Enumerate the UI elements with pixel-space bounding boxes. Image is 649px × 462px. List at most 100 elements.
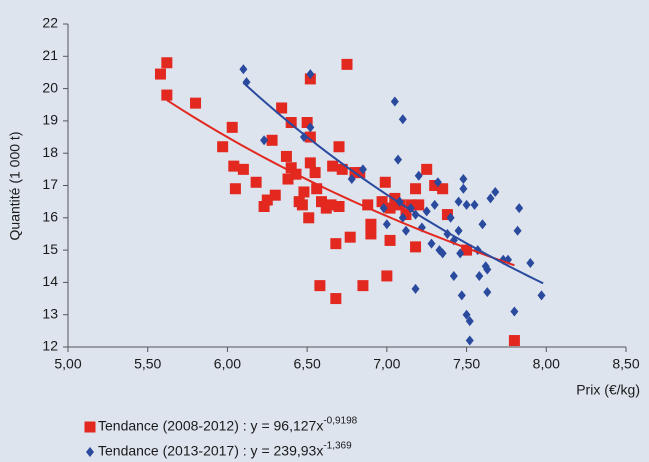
point [483, 264, 492, 275]
point [362, 199, 374, 211]
legend-superscript: -1,369 [323, 441, 352, 452]
point [475, 270, 484, 281]
point [449, 270, 458, 281]
point [258, 200, 270, 212]
x-axis-title: Prix (€/kg) [576, 382, 640, 398]
point [336, 163, 348, 175]
point [515, 203, 524, 214]
point [266, 134, 278, 146]
point [384, 202, 396, 214]
point [410, 241, 422, 253]
legend-label: Tendance (2013-2017) : y = 239,93x [98, 443, 323, 459]
point [470, 199, 479, 210]
point [465, 335, 474, 346]
point [379, 176, 391, 188]
point [486, 193, 495, 204]
point [341, 58, 353, 70]
y-tick-label: 22 [42, 15, 58, 31]
point [379, 203, 388, 214]
point [298, 186, 310, 198]
point [261, 194, 273, 206]
point [344, 231, 356, 243]
point [414, 170, 423, 181]
point [446, 212, 455, 223]
point [465, 316, 474, 327]
point [299, 132, 308, 143]
point [411, 283, 420, 294]
point [330, 293, 342, 305]
point [217, 141, 229, 153]
point [537, 290, 546, 301]
y-tick-label: 18 [42, 144, 58, 160]
point [483, 287, 492, 298]
point [365, 228, 377, 240]
point [461, 244, 473, 256]
point [314, 280, 326, 292]
trend-line [242, 81, 544, 285]
trend-line [166, 99, 515, 267]
point [390, 96, 399, 107]
point [462, 309, 471, 320]
point [280, 150, 292, 162]
point [304, 131, 316, 143]
y-axis-title: Quantité (1 000 t) [7, 132, 23, 241]
point [358, 164, 367, 175]
point [441, 209, 453, 221]
point [333, 141, 345, 153]
x-tick-label: 6,50 [294, 356, 321, 372]
point [285, 117, 297, 129]
point [454, 225, 463, 236]
x-tick-label: 5,50 [134, 356, 161, 372]
point [457, 290, 466, 301]
point [315, 196, 327, 208]
point [410, 183, 422, 195]
legend-marker [84, 421, 96, 433]
point [161, 89, 173, 101]
point [333, 200, 345, 212]
point [229, 183, 241, 195]
y-tick-label: 13 [42, 305, 58, 321]
x-tick-label: 7,50 [453, 356, 480, 372]
legend-marker [86, 447, 94, 457]
point [237, 163, 249, 175]
point [239, 64, 248, 75]
y-tick-label: 15 [42, 241, 58, 257]
point [228, 160, 240, 172]
point [478, 219, 487, 230]
point [438, 248, 447, 259]
point [282, 173, 294, 185]
point [276, 102, 288, 114]
y-tick-label: 16 [42, 209, 58, 225]
point [309, 167, 321, 179]
point [365, 218, 377, 230]
point [413, 199, 425, 211]
y-tick-label: 21 [42, 47, 58, 63]
point [311, 183, 323, 195]
point [398, 114, 407, 125]
point [357, 280, 369, 292]
point [226, 121, 238, 133]
point [306, 122, 315, 133]
y-tick-label: 19 [42, 112, 58, 128]
y-tick-label: 14 [42, 273, 58, 289]
point [376, 196, 388, 208]
point [394, 154, 403, 165]
point [384, 234, 396, 246]
point [296, 199, 308, 211]
point [491, 186, 500, 197]
point [260, 135, 269, 146]
y-tick-label: 20 [42, 79, 58, 95]
point [508, 335, 520, 347]
point [301, 117, 313, 129]
point [437, 183, 449, 195]
x-tick-label: 6,00 [214, 356, 241, 372]
point [304, 157, 316, 169]
point [250, 176, 262, 188]
point [526, 258, 535, 269]
point [429, 180, 441, 191]
y-tick-label: 17 [42, 176, 58, 192]
point [327, 160, 339, 172]
point [400, 209, 412, 221]
y-tick-label: 12 [42, 338, 58, 354]
point [330, 238, 342, 250]
